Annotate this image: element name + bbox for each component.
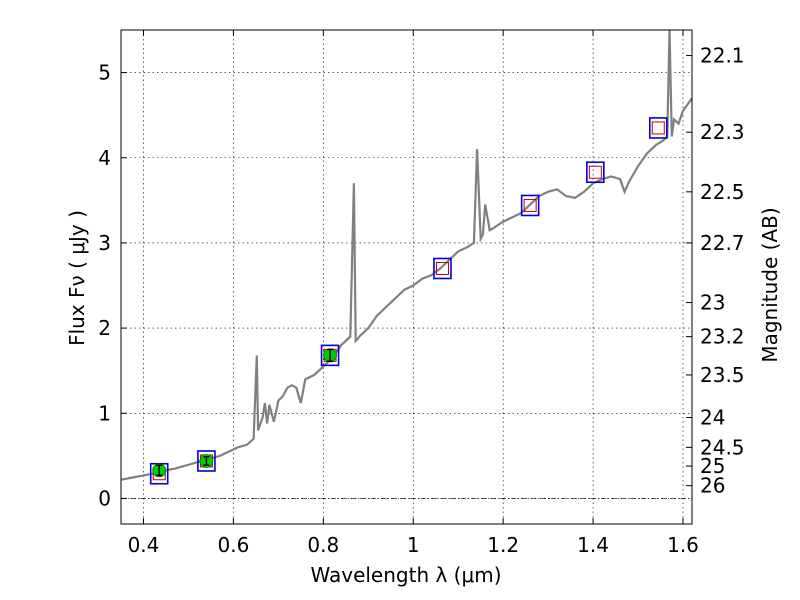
grid-layer (121, 30, 692, 524)
magnitude-tick-label: 22.3 (700, 120, 745, 144)
x-tick-label: 1.6 (667, 533, 699, 557)
magnitude-tick-label: 23.5 (700, 363, 745, 387)
y-tick-label: 3 (98, 231, 111, 255)
y-tick-label: 2 (98, 316, 111, 340)
magnitude-tick-label: 23 (700, 291, 725, 315)
x-tick-label: 1.2 (487, 533, 519, 557)
magnitude-tick-label: 22.7 (700, 231, 745, 255)
filter-band-marker (586, 161, 605, 184)
y-tick-label: 5 (98, 61, 111, 85)
magnitude-tick-label: 22.1 (700, 44, 745, 68)
x-tick-label: 1 (407, 533, 420, 557)
magnitude-tick-label: 24 (700, 406, 725, 430)
model-photometry-marker (435, 261, 449, 275)
magnitude-tick-label: 26 (700, 474, 725, 498)
plot-frame (120, 29, 693, 525)
magnitude-tick-label: 25 (700, 454, 725, 478)
magnitude-tick-label: 23.2 (700, 325, 745, 349)
model-photometry-marker (588, 165, 602, 179)
x-tick-label: 0.8 (307, 533, 339, 557)
x-axis-label: Wavelength λ (μm) (310, 563, 501, 587)
filter-band-marker (520, 194, 540, 217)
plot-area (120, 29, 693, 485)
filter-band-marker (433, 257, 452, 280)
y-tick-label: 1 (98, 401, 111, 425)
y-tick-label: 4 (98, 146, 111, 170)
spectrum-line (120, 29, 693, 481)
magnitude-tick-label: 24.5 (700, 435, 745, 459)
model-photometry-marker (651, 121, 665, 135)
x-tick-label: 0.4 (128, 533, 160, 557)
x-tick-label: 0.6 (217, 533, 249, 557)
model-photometry-marker (523, 198, 537, 212)
x-tick-label: 1.4 (577, 533, 609, 557)
y-tick-label: 0 (98, 486, 111, 510)
magnitude-tick-label: 22.5 (700, 180, 745, 204)
y-axis-label: Flux Fν ( μJy ) (65, 210, 89, 346)
tick-layer: 0.4 0.6 0.8 1 1.2 1.4 1.601234522.122.322.522.… (98, 30, 745, 557)
right-axis-label: Magnitude (AB) (758, 207, 782, 362)
filter-band-marker (320, 344, 340, 367)
filter-band-marker (648, 117, 668, 139)
filter-band-marker (197, 450, 216, 472)
marker-layer (149, 117, 668, 485)
